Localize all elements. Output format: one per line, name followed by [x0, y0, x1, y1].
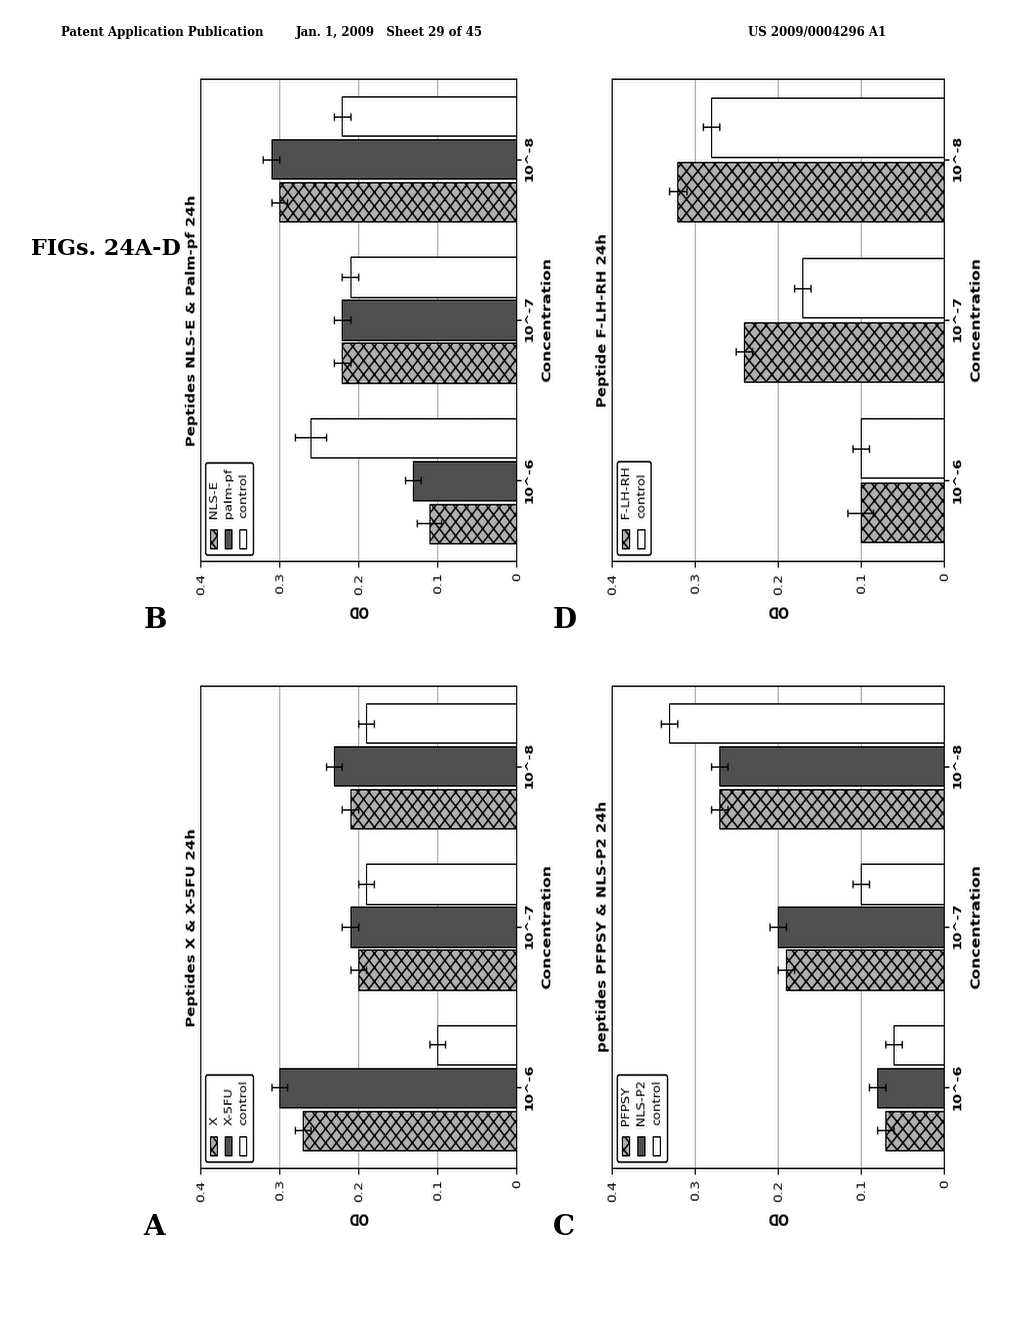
Text: A: A: [143, 1214, 165, 1241]
Text: D: D: [553, 607, 577, 634]
Text: US 2009/0004296 A1: US 2009/0004296 A1: [748, 26, 886, 40]
Text: B: B: [143, 607, 167, 634]
Text: C: C: [553, 1214, 574, 1241]
Text: FIGs. 24A-D: FIGs. 24A-D: [31, 238, 180, 260]
Text: Patent Application Publication: Patent Application Publication: [61, 26, 264, 40]
Text: Jan. 1, 2009   Sheet 29 of 45: Jan. 1, 2009 Sheet 29 of 45: [296, 26, 482, 40]
